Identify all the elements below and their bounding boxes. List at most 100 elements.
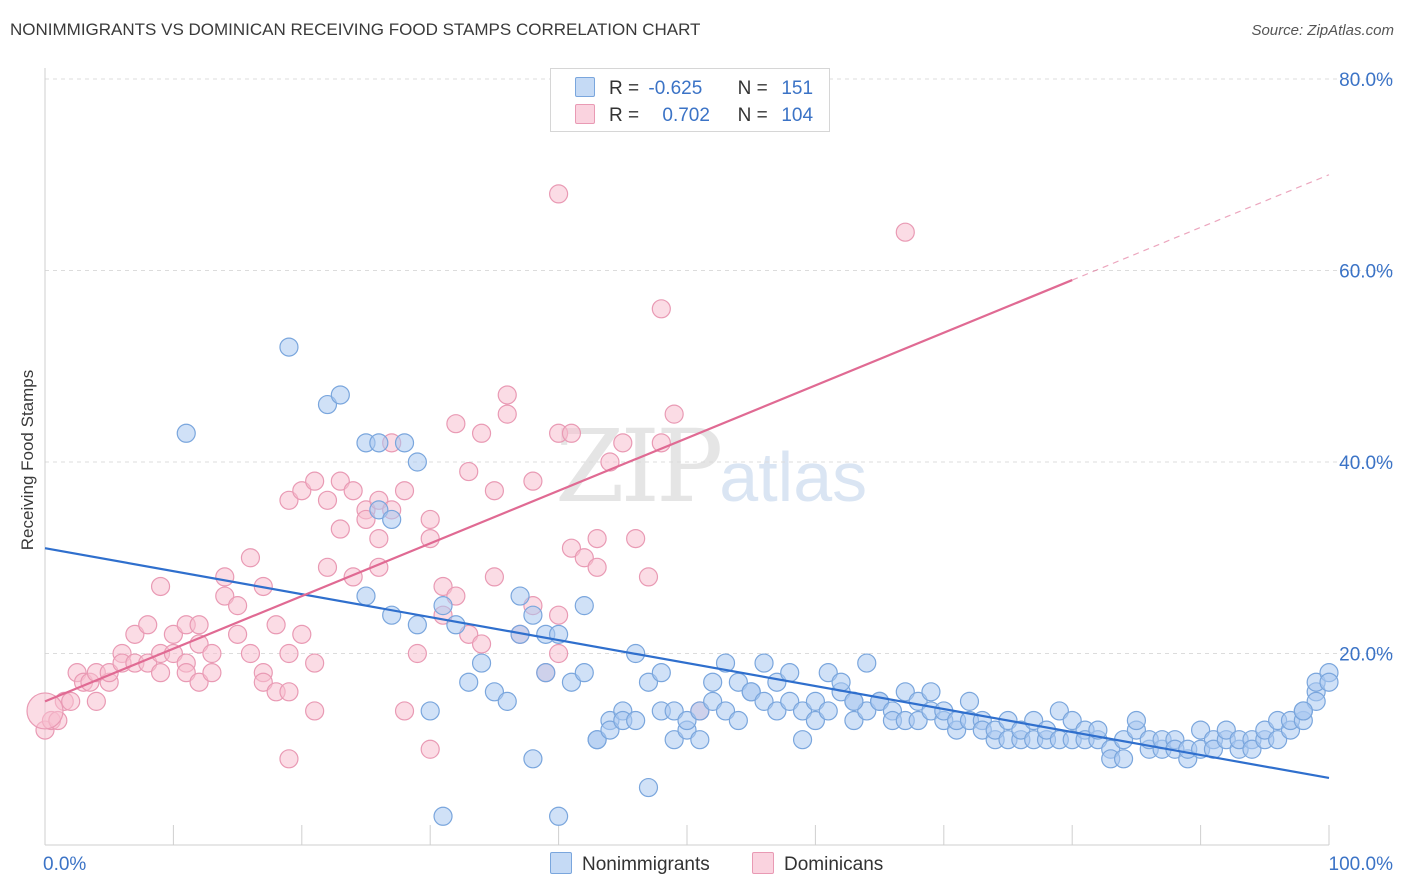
nonimmigrants-point [176,423,196,443]
nonimmigrants-point [330,385,350,405]
nonimmigrants-point [523,605,543,625]
bottom-legend-dominicans[interactable]: Dominicans [752,852,883,876]
nonimmigrants-point [1190,720,1211,740]
bottom-legend-label: Dominicans [784,854,884,875]
dominicans-point [574,548,594,568]
nonimmigrants-point [703,691,723,711]
dominicans-point [279,490,299,510]
nonimmigrants-point [754,653,774,673]
dominicans-point [433,576,453,597]
dominicans-point [600,452,620,472]
nonimmigrants-point [638,672,659,692]
watermark-atlas: atlas [719,438,868,516]
dominicans-point [638,567,659,587]
dominicans-point [626,528,646,549]
grid-lines [45,78,1394,654]
dominicans-point [266,615,286,635]
nonimmigrants-point [677,710,697,731]
nonimmigrants-point [728,710,748,731]
nonimmigrants-point [356,586,376,606]
legend-r-value: 0.702 [662,105,710,126]
nonimmigrants-point [459,672,479,692]
dominicans-point [292,624,312,644]
nonimmigrants-point [497,691,517,711]
dominicans-point [548,605,569,625]
trend-lines [44,174,1330,780]
nonimmigrants-point [690,701,710,721]
dominicans-point [471,423,492,443]
nonimmigrants-point [857,653,877,673]
dominicans-point [369,528,389,549]
legend-swatch-blue [575,77,595,97]
dominicans-trend-extension [1071,174,1330,281]
nonimmigrants-point [703,672,723,692]
nonimmigrants-point [741,682,761,702]
bottom-legend-label: Nonimmigrants [582,854,710,875]
y-tick-label: 60.0% [1339,262,1393,283]
dominicans-point [484,567,504,587]
nonimmigrants-point [651,663,671,683]
y-tick-label: 20.0% [1339,645,1393,666]
dominicans-trend-line [44,279,1073,703]
nonimmigrants-point [317,394,338,415]
dominicans-point [317,490,338,510]
nonimmigrants-point [510,586,530,606]
dominicans-point [497,385,517,405]
nonimmigrants-point [626,710,646,731]
nonimmigrants-point [279,337,299,357]
nonimmigrants-point [446,615,466,635]
dominicans-point [305,471,325,491]
nonimmigrants-trend-line [44,547,1330,780]
legend-row-nonimmigrants: R = -0.625 N = 151 [575,77,814,99]
nonimmigrants-point [792,701,813,721]
nonimmigrants-point [433,806,453,826]
bottom-legend-swatch-blue [550,852,572,874]
dominicans-point [330,519,350,539]
dominicans-point [176,663,196,683]
dominicans-point [664,404,684,424]
bottom-legend-nonimmigrants[interactable]: Nonimmigrants [550,852,710,876]
nonimmigrants-point [985,720,1005,740]
nonimmigrants-point [780,691,800,711]
legend-r-label: R = [609,105,640,126]
dominicans-point [613,433,633,453]
nonimmigrants-point [664,701,684,721]
nonimmigrants-point [1088,720,1108,740]
legend-r-label: R = [609,78,640,99]
dominicans-point [86,691,106,711]
nonimmigrants-point [523,749,543,769]
nonimmigrants-point [844,710,864,731]
bottom-legend-swatch-pink [752,852,774,874]
dominicans-point [587,528,607,549]
dominicans-point [305,701,325,721]
nonimmigrants-point [420,701,440,721]
dominicans-point [279,643,299,664]
nonimmigrants-point [690,730,710,750]
nonimmigrants-point [600,720,620,740]
dominicans-point [407,643,427,664]
nonimmigrants-point [715,653,736,673]
nonimmigrants-point [1011,720,1031,740]
dominicans-point [561,423,582,443]
dominicans-point [420,509,440,530]
dominicans-point [253,672,273,692]
dominicans-point [317,557,338,577]
nonimmigrants-point [715,701,736,721]
nonimmigrants-point [587,730,607,750]
dominicans-point [459,461,479,482]
nonimmigrants-point [1049,701,1069,721]
dominicans-point [356,509,376,530]
y-tick-label: 40.0% [1339,453,1393,474]
x-tick-label: 100.0% [1329,854,1394,875]
dominicans-point [228,596,248,616]
legend-n-value: 151 [781,78,814,99]
nonimmigrants-point [394,433,415,453]
nonimmigrants-point [1319,672,1339,692]
dominicans-point [292,481,312,501]
dominicans-point [138,615,158,635]
dominicans-point [446,586,466,606]
nonimmigrants-point [818,663,838,683]
dominicans-point [215,586,235,606]
nonimmigrants-point [895,682,915,702]
dominicans-point [459,624,479,644]
